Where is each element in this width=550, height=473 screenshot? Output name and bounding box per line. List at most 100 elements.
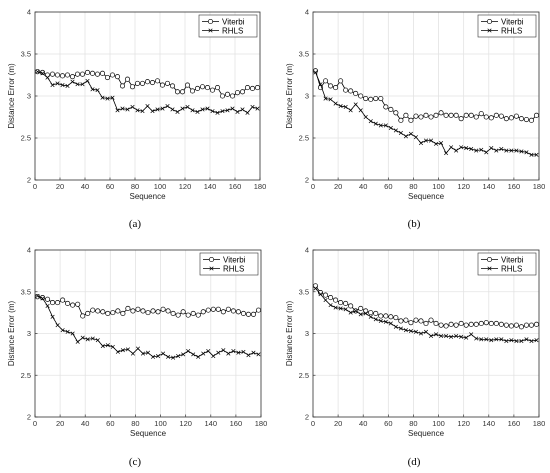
data-point xyxy=(205,106,210,111)
data-point xyxy=(438,110,444,116)
x-tick-label: 0 xyxy=(311,419,315,428)
data-point xyxy=(229,93,236,99)
data-point xyxy=(469,332,474,337)
data-point xyxy=(196,354,201,359)
data-point xyxy=(175,312,181,318)
x-tick-label: 100 xyxy=(432,419,445,428)
x-tick-label: 0 xyxy=(33,182,37,191)
data-point xyxy=(80,335,85,340)
data-point xyxy=(240,310,246,317)
legend-label: RHLS xyxy=(222,26,243,35)
legend-label: Viterbi xyxy=(501,17,524,26)
data-point xyxy=(84,69,91,76)
y-axis-label: Distance Error (m) xyxy=(7,300,16,366)
x-tick-label: 100 xyxy=(432,182,445,191)
series-rhls xyxy=(35,69,260,115)
data-point xyxy=(250,104,255,109)
data-point xyxy=(438,322,444,328)
data-point xyxy=(368,96,374,102)
data-point xyxy=(524,337,529,342)
series-viterbi xyxy=(34,69,261,99)
data-point xyxy=(403,317,409,323)
x-tick-label: 20 xyxy=(56,419,64,428)
data-point xyxy=(333,305,338,310)
x-tick-label: 80 xyxy=(409,182,417,191)
data-point xyxy=(254,85,261,91)
data-point xyxy=(216,350,221,355)
data-point xyxy=(318,292,323,297)
data-point xyxy=(110,95,115,100)
data-point xyxy=(200,309,206,315)
data-point xyxy=(484,337,489,342)
data-point xyxy=(368,314,373,319)
data-point xyxy=(393,110,399,116)
x-axis-label: Sequence xyxy=(129,192,166,201)
data-point xyxy=(454,333,459,339)
data-point xyxy=(318,82,323,87)
data-point xyxy=(463,322,469,328)
data-point xyxy=(449,145,454,150)
x-axis-label: Sequence xyxy=(408,192,445,201)
data-point xyxy=(104,74,111,81)
data-point xyxy=(343,300,349,306)
data-point xyxy=(323,96,328,101)
y-tick-label: 2.5 xyxy=(21,134,31,143)
data-point xyxy=(201,351,206,356)
data-point xyxy=(488,320,494,327)
data-point xyxy=(479,147,484,152)
data-point xyxy=(459,145,464,150)
data-point xyxy=(423,112,429,118)
data-point xyxy=(483,114,489,120)
data-point xyxy=(469,146,474,151)
y-axis-label: Distance Error (m) xyxy=(285,63,294,129)
data-point xyxy=(45,75,50,80)
x-tick-label: 20 xyxy=(334,182,342,191)
data-point xyxy=(65,300,71,306)
data-point xyxy=(328,303,333,308)
data-point xyxy=(95,338,100,343)
data-point xyxy=(378,318,383,324)
x-axis-label: Sequence xyxy=(408,429,445,438)
legend-box xyxy=(199,252,259,276)
data-point xyxy=(328,83,334,89)
legend-box xyxy=(198,14,258,38)
data-point xyxy=(534,152,539,157)
data-point xyxy=(245,311,251,317)
x-tick-label: 40 xyxy=(81,182,89,191)
data-point xyxy=(353,102,358,107)
data-point xyxy=(165,308,171,314)
x-tick-label: 160 xyxy=(229,182,242,191)
x-tick-label: 40 xyxy=(359,419,367,428)
data-point xyxy=(488,115,494,121)
data-point xyxy=(100,95,105,100)
data-point xyxy=(199,84,206,90)
data-point xyxy=(166,354,171,359)
legend-marker xyxy=(486,256,493,263)
legend-marker xyxy=(487,266,492,271)
data-point xyxy=(35,69,40,74)
data-point xyxy=(94,71,101,77)
data-point xyxy=(489,338,494,343)
y-tick-label: 3.5 xyxy=(21,50,31,59)
data-point xyxy=(418,318,424,324)
data-point xyxy=(246,353,251,358)
data-point xyxy=(448,112,454,118)
data-point xyxy=(125,305,131,312)
y-tick-label: 3 xyxy=(305,329,309,338)
data-point xyxy=(353,90,359,97)
data-point xyxy=(333,85,339,91)
x-axis-label: Sequence xyxy=(130,429,167,438)
data-point xyxy=(154,78,161,84)
data-point xyxy=(105,343,110,348)
y-tick-label: 2 xyxy=(27,413,31,422)
data-point xyxy=(124,76,131,82)
x-tick-label: 180 xyxy=(255,419,268,428)
x-tick-label: 40 xyxy=(81,419,89,428)
data-point xyxy=(393,324,398,329)
x-tick-label: 0 xyxy=(311,182,315,191)
y-tick-label: 3 xyxy=(27,92,31,101)
data-point xyxy=(164,80,171,86)
data-point xyxy=(373,317,378,322)
